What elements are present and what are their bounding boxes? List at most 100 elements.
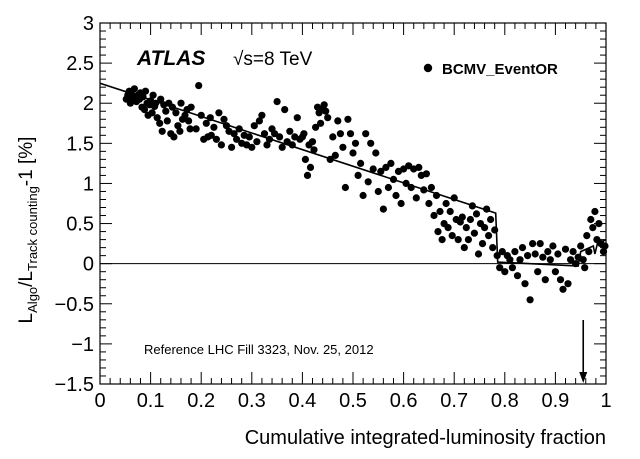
data-point [392, 191, 400, 200]
data-point [531, 250, 539, 258]
data-point [379, 205, 387, 213]
fill-annotation: Reference LHC Fill 3323, Nov. 25, 2012 [144, 342, 374, 357]
data-point [470, 229, 478, 237]
data-point [427, 183, 435, 192]
data-point [536, 240, 544, 248]
data-point [518, 244, 527, 252]
data-point [369, 165, 377, 173]
data-point [506, 256, 514, 264]
data-point [265, 135, 274, 143]
data-point [481, 224, 489, 232]
data-point [139, 93, 147, 101]
data-point [301, 155, 309, 163]
data-point [286, 127, 294, 135]
data-point [436, 207, 444, 216]
data-point [551, 268, 560, 276]
data-point [253, 138, 261, 146]
data-point [474, 250, 483, 258]
data-point [539, 253, 547, 261]
data-point [572, 260, 580, 268]
energy-label: √s=8 TeV [233, 49, 313, 70]
data-point [422, 170, 430, 178]
data-point [472, 210, 481, 218]
data-point [230, 130, 238, 138]
data-point [485, 232, 493, 240]
data-point [334, 117, 342, 125]
data-point [446, 207, 454, 216]
data-point [372, 149, 380, 157]
data-point [377, 167, 385, 175]
data-point [245, 133, 253, 141]
data-point [195, 82, 203, 90]
data-point [487, 215, 495, 224]
data-point [432, 191, 441, 200]
data-point [468, 202, 476, 210]
data-point [521, 280, 529, 288]
data-point [176, 127, 184, 135]
data-point [329, 133, 337, 141]
data-point [554, 250, 562, 258]
x-tick-label: 0 [94, 390, 105, 412]
data-point [351, 139, 360, 147]
data-point [300, 130, 308, 138]
y-tick-label: −1.5 [55, 374, 94, 396]
data-point [163, 117, 171, 125]
data-point [344, 115, 352, 123]
data-point [397, 199, 405, 208]
data-point [493, 252, 501, 260]
data-point [336, 130, 344, 138]
data-point [130, 85, 138, 93]
data-point [157, 95, 165, 103]
data-point [156, 119, 164, 127]
data-point [207, 131, 215, 139]
data-point [483, 205, 491, 213]
data-point [382, 163, 390, 171]
data-point [579, 256, 587, 264]
y-tick-label: −0.5 [55, 294, 94, 316]
data-point [389, 175, 398, 183]
data-point [320, 101, 328, 109]
data-point [281, 106, 289, 114]
data-point [312, 123, 320, 131]
data-point [255, 117, 263, 125]
data-point [513, 272, 522, 280]
y-title-tail: -1 [%] [16, 137, 37, 187]
data-point [349, 149, 357, 157]
data-point [529, 240, 537, 248]
data-point [331, 151, 339, 159]
data-point [577, 242, 585, 250]
data-point [357, 159, 365, 167]
data-point [501, 268, 509, 276]
x-tick-label: 0.1 [137, 390, 165, 412]
data-point [187, 103, 195, 111]
data-point [458, 213, 466, 221]
data-point [581, 264, 589, 272]
data-point [162, 107, 170, 115]
x-tick-label: 0.6 [390, 390, 418, 412]
x-tick-label: 0.9 [541, 390, 569, 412]
data-point [450, 194, 458, 202]
x-tick-label: 0.5 [339, 390, 367, 412]
data-point [438, 236, 446, 244]
data-point [498, 248, 506, 256]
data-point [454, 236, 462, 244]
data-point [601, 242, 609, 250]
data-point [181, 111, 189, 119]
data-point [362, 130, 370, 138]
data-point [496, 264, 504, 272]
data-point [354, 171, 362, 179]
y-title-sub1: Algo [25, 287, 40, 313]
data-point [359, 191, 367, 200]
data-point [534, 268, 542, 276]
data-point [434, 228, 442, 236]
data-point [591, 207, 599, 216]
data-point [260, 130, 269, 138]
data-point [589, 224, 597, 232]
reference-arrow-head [579, 372, 588, 383]
data-point [324, 114, 332, 122]
x-tick-label: 1 [600, 390, 611, 412]
data-point [326, 155, 334, 163]
data-point [544, 248, 552, 256]
data-point [464, 236, 472, 244]
